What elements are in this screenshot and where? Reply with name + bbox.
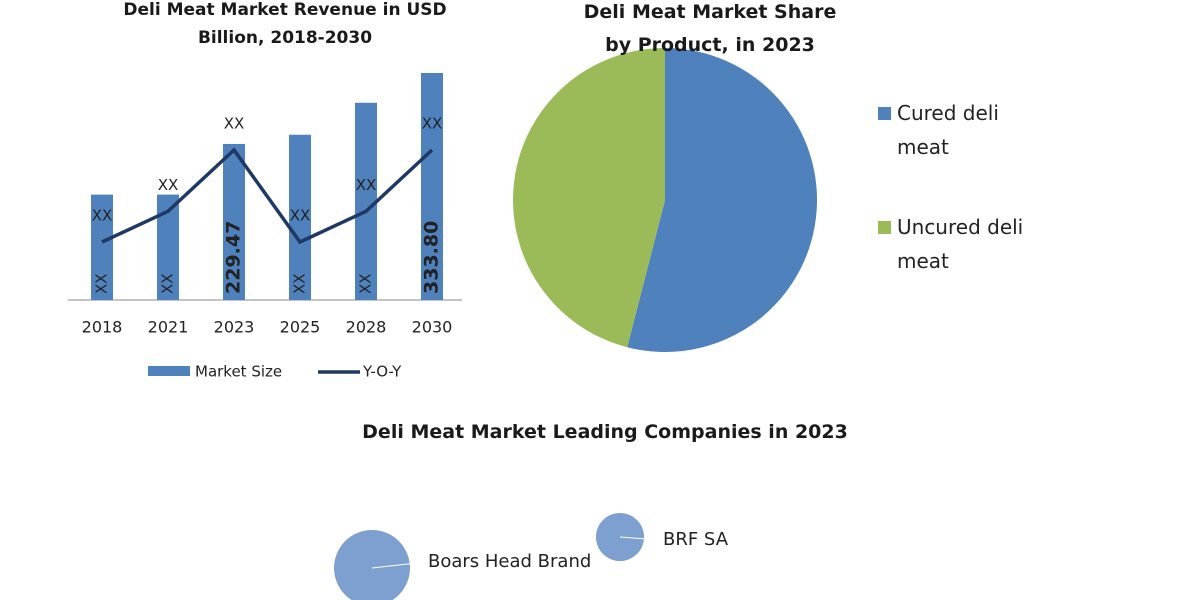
data-label: 229.47 [223, 221, 245, 294]
data-label: XX [356, 176, 377, 194]
pie-slice [513, 48, 665, 348]
x-tick-label: 2030 [412, 318, 453, 337]
legend-label: Y-O-Y [362, 363, 402, 381]
chart-title: Deli Meat Market Leading Companies in 20… [362, 421, 848, 443]
data-label: XX [357, 273, 375, 294]
line-series [101, 147, 434, 245]
legend-swatch [148, 366, 190, 376]
x-tick-label: 2028 [346, 318, 387, 337]
data-label: XX [93, 273, 111, 294]
chart-title: Deli Meat Market Revenue in USD Billion,… [123, 0, 447, 48]
legend-label: Market Size [195, 363, 282, 381]
data-label: XX [92, 207, 113, 225]
bar [355, 102, 377, 300]
bubble [334, 530, 410, 600]
bar [223, 143, 245, 300]
bubble-label: BRF SA [663, 529, 729, 550]
data-label: XX [422, 115, 443, 133]
x-tick-label: 2021 [148, 318, 189, 337]
legend-swatch [878, 107, 891, 120]
data-label: XX [291, 273, 309, 294]
data-label: XX [290, 207, 311, 225]
x-tick-label: 2018 [82, 318, 123, 337]
legend-swatch [878, 221, 891, 234]
bar [421, 73, 443, 300]
x-tick-label: 2023 [214, 318, 255, 337]
bar [157, 194, 179, 300]
data-label: XX [158, 176, 179, 194]
bar [91, 194, 113, 300]
data-label: XX [159, 273, 177, 294]
legend-label: Uncured deli meat [897, 215, 1024, 273]
leader-line [619, 536, 661, 541]
pie-slice [627, 47, 818, 353]
bubble-label: Boars Head Brand [428, 551, 591, 572]
data-label: XX [224, 115, 245, 133]
data-label: 333.80 [421, 221, 443, 294]
x-tick-label: 2025 [280, 318, 321, 337]
leader-line [371, 561, 426, 569]
legend-label: Cured deli meat [897, 101, 999, 159]
bar [289, 134, 311, 300]
chart-title: Deli Meat Market Share by Product, in 20… [583, 1, 837, 56]
